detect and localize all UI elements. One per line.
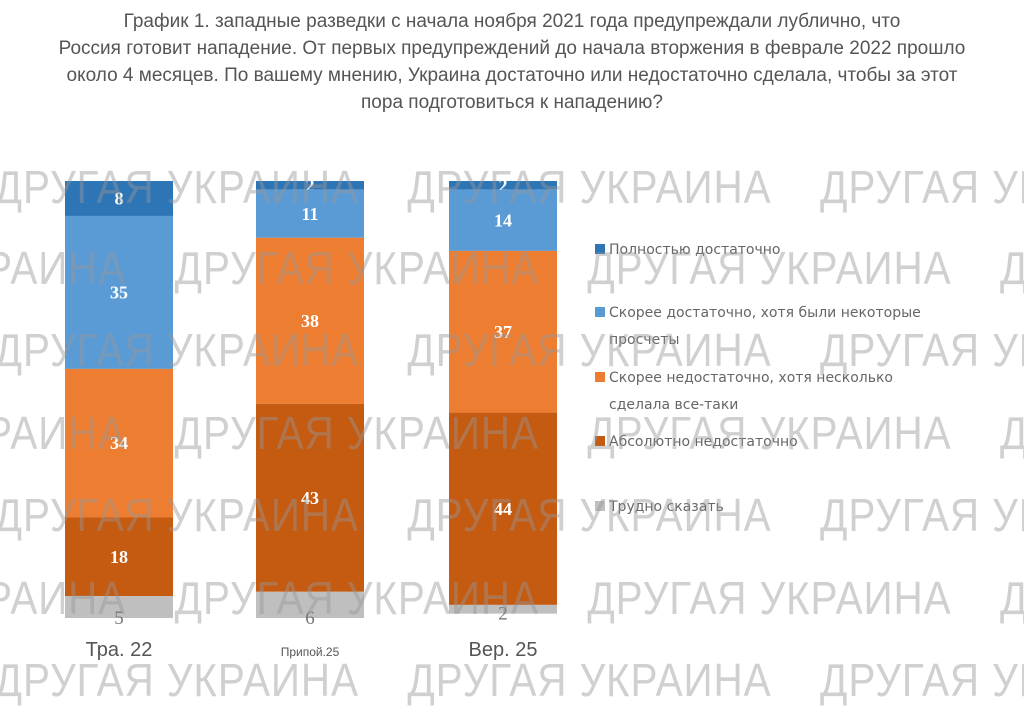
title-line: Россия готовит нападение. От первых пред… [58, 38, 966, 59]
data-label: 11 [301, 204, 318, 224]
data-label: 14 [494, 210, 512, 230]
data-label: 18 [110, 547, 128, 567]
bar-segment [449, 181, 557, 190]
data-label: 8 [115, 188, 124, 208]
title-line: около 4 месяцев. По вашему мнению, Украи… [66, 65, 958, 86]
data-label: 2 [498, 604, 508, 625]
data-label: 43 [301, 488, 319, 508]
bar-segment [256, 181, 364, 190]
legend-swatch [595, 501, 605, 511]
bar-segment [256, 591, 364, 618]
bar-segment [65, 596, 173, 618]
legend-label: просчеты [609, 332, 679, 348]
legend-label: Скорее достаточно, хотя были некоторые [609, 305, 921, 321]
category-label: Вер. 25 [469, 639, 538, 661]
legend-swatch [595, 244, 605, 254]
data-label: 38 [301, 311, 319, 331]
data-label: 2 [306, 175, 315, 195]
chart-title: График 1. западные разведки с начала ноя… [0, 8, 1024, 116]
legend-label: Полностью достаточно [609, 242, 781, 258]
data-label: 35 [110, 282, 128, 302]
bar-segment [65, 368, 173, 518]
bar-segment [65, 181, 173, 216]
data-label: 5 [114, 608, 124, 629]
bar-segment [449, 604, 557, 614]
data-label: 37 [494, 322, 512, 342]
category-label: Тра. 22 [86, 639, 153, 661]
bar-segment [449, 412, 557, 605]
category-label: Припой.25 [281, 645, 340, 659]
title-line: График 1. западные разведки с начала ноя… [123, 11, 901, 32]
legend-swatch [595, 307, 605, 317]
legend-label: Трудно сказать [608, 499, 724, 515]
data-label: 44 [494, 499, 512, 519]
bar-segment [256, 237, 364, 404]
legend-label: Скорее недостаточно, хотя несколько [609, 370, 893, 386]
bar-segment [65, 517, 173, 597]
data-label: 6 [305, 608, 315, 629]
legend-swatch [595, 372, 605, 382]
legend-label: Абсолютно недостаточно [609, 434, 798, 450]
data-label: 2 [499, 175, 508, 195]
bar-segment [256, 403, 364, 592]
legend-swatch [595, 436, 605, 446]
bar-segment [65, 215, 173, 369]
bar-segment [449, 250, 557, 413]
data-label: 34 [110, 433, 128, 453]
title-line: пора подготовиться к нападению? [361, 92, 663, 113]
bar-segment [449, 189, 557, 251]
bar-segment [256, 189, 364, 238]
legend-label: сделала все-таки [609, 397, 738, 413]
